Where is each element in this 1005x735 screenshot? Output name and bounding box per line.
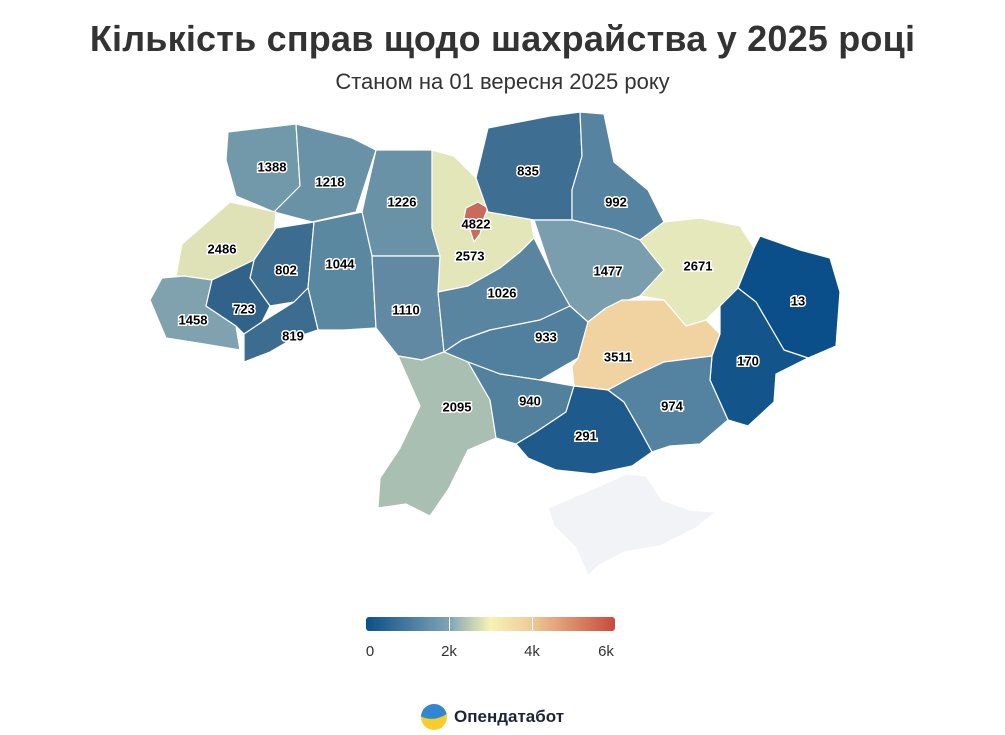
region-kyiv-city (463, 201, 489, 243)
region-value-label-kyiv-city: 4822 (462, 216, 491, 231)
region-value-label-zhytomyr: 1226 (388, 194, 417, 209)
region-value-label-ternopil: 802 (275, 262, 297, 277)
region-value-label-cherkasy: 1026 (488, 285, 517, 300)
legend-tick-label: 6k (598, 643, 614, 660)
region-value-label-chernivtsi: 819 (282, 328, 304, 343)
region-value-label-ivano-frankivsk: 723 (233, 301, 255, 316)
region-value-label-lviv: 2486 (208, 241, 237, 256)
chart-subtitle: Станом на 01 вересня 2025 року (335, 69, 670, 94)
legend-tick-label: 4k (524, 643, 540, 660)
region-value-label-poltava: 1477 (594, 263, 623, 278)
legend-tick-label: 0 (365, 643, 375, 660)
region-value-label-kyiv-oblast: 2573 (456, 248, 485, 263)
region-odesa (377, 351, 497, 517)
brand-name: Опендатабот (454, 707, 565, 726)
chart-title: Кількість справ щодо шахрайства у 2025 р… (89, 18, 916, 59)
region-value-label-donetsk: 170 (737, 353, 759, 368)
region-value-label-rivne: 1218 (316, 174, 345, 189)
region-value-label-kharkiv: 2671 (684, 258, 713, 273)
region-rivne (273, 123, 377, 223)
region-value-label-mykolaiv: 940 (519, 393, 541, 408)
brand-footer: Опендатабот (420, 702, 564, 732)
legend-tick-mark (532, 617, 533, 631)
region-value-label-vinnytsia: 1110 (392, 302, 420, 317)
color-legend: 0 2k 4k 6k (366, 617, 615, 677)
region-value-label-volyn: 1388 (258, 159, 287, 174)
legend-gradient-bar (366, 617, 615, 631)
region-value-label-luhansk: 13 (791, 293, 805, 308)
region-value-label-zaporizhzhia: 974 (661, 398, 683, 413)
region-crimea (547, 473, 717, 577)
region-value-label-kirovohrad: 933 (535, 329, 557, 344)
legend-tick-label: 2k (441, 643, 457, 660)
region-value-label-kherson: 291 (575, 428, 597, 443)
region-zaporizhzhia (607, 355, 729, 453)
region-value-label-odesa: 2095 (443, 399, 472, 414)
legend-tick-mark (449, 617, 450, 631)
region-value-label-dnipropetrovsk: 3511 (604, 349, 632, 364)
region-value-label-zakarpattia: 1458 (179, 312, 208, 327)
opendatabot-logo-icon (421, 704, 447, 730)
region-value-label-chernihiv: 835 (517, 163, 539, 178)
region-sumy (571, 111, 665, 241)
region-value-label-sumy: 992 (605, 194, 627, 209)
region-value-label-khmelnytskyi: 1044 (326, 256, 356, 271)
region-chernivtsi (243, 287, 319, 363)
region-donetsk (709, 287, 809, 427)
